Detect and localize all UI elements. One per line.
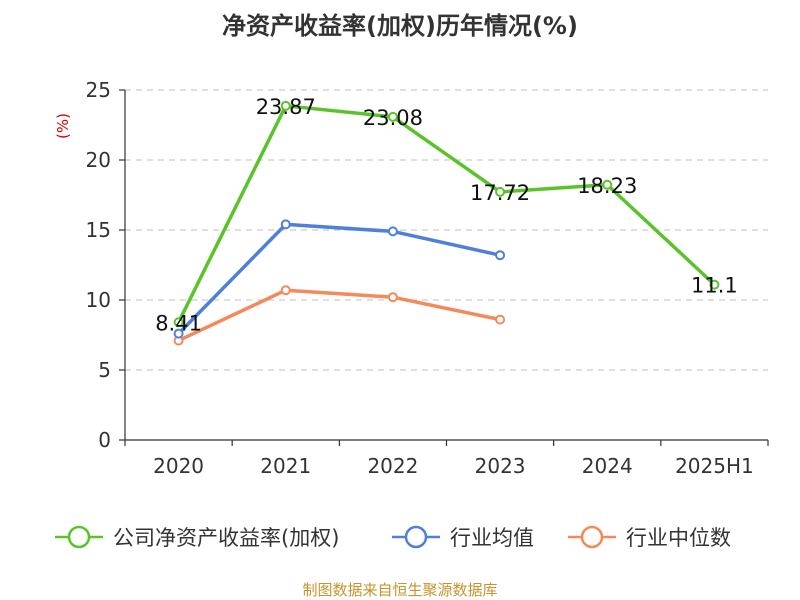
axes: 0 5 10 15 20 25 2020 2021 2022 2023 2024 2025H1	[86, 78, 769, 478]
data-label: 23.87	[256, 95, 316, 119]
x-tick-label: 2024	[582, 454, 633, 478]
x-tick-label: 2025H1	[675, 454, 754, 478]
data-point[interactable]	[387, 226, 398, 237]
data-label: 23.08	[363, 106, 423, 130]
data-point[interactable]	[709, 279, 720, 290]
y-axis-unit-label: (%)	[54, 113, 72, 139]
series-line	[177, 288, 501, 343]
data-point[interactable]	[280, 285, 291, 296]
y-tick-label: 5	[98, 358, 111, 382]
legend-marker-icon	[404, 525, 428, 549]
data-label: 17.72	[470, 181, 530, 205]
y-tick-label: 20	[86, 148, 111, 172]
data-label: 8.41	[155, 311, 202, 335]
data-point[interactable]	[280, 219, 291, 230]
x-tick-label: 2020	[153, 454, 204, 478]
data-point[interactable]	[495, 314, 506, 325]
legend-marker-icon	[67, 525, 91, 549]
y-tick-label: 15	[86, 218, 111, 242]
legend-label: 公司净资产收益率(加权)	[113, 526, 339, 550]
legend[interactable]: 公司净资产收益率(加权) 行业均值 行业中位数	[55, 525, 731, 550]
data-labels: 8.41 23.87 23.08 17.72 18.23 11.1	[155, 95, 738, 335]
data-point[interactable]	[602, 179, 613, 190]
data-point[interactable]	[387, 292, 398, 303]
legend-label: 行业均值	[450, 526, 534, 550]
legend-item[interactable]: 公司净资产收益率(加权)	[55, 525, 339, 550]
source-note: 制图数据来自恒生聚源数据库	[302, 581, 497, 599]
chart-title: 净资产收益率(加权)历年情况(%)	[222, 12, 578, 40]
x-tick-label: 2021	[260, 454, 311, 478]
series-line	[177, 104, 716, 324]
grid	[125, 89, 768, 371]
data-point[interactable]	[495, 186, 506, 197]
legend-item[interactable]: 行业中位数	[568, 525, 731, 550]
y-tick-label: 25	[86, 78, 111, 102]
y-tick-label: 10	[86, 288, 111, 312]
legend-label: 行业中位数	[626, 526, 731, 550]
series-line	[177, 222, 501, 335]
data-point[interactable]	[387, 111, 398, 122]
data-label: 18.23	[577, 174, 637, 198]
legend-item[interactable]: 行业均值	[392, 525, 534, 550]
y-tick-label: 0	[98, 428, 111, 452]
data-point[interactable]	[495, 250, 506, 261]
legend-marker-icon	[580, 525, 604, 549]
plot-area	[173, 100, 720, 346]
data-point[interactable]	[280, 100, 291, 111]
data-point[interactable]	[173, 317, 184, 328]
data-point[interactable]	[173, 328, 184, 339]
x-tick-label: 2023	[475, 454, 526, 478]
data-label: 11.1	[691, 274, 738, 298]
x-tick-label: 2022	[367, 454, 418, 478]
